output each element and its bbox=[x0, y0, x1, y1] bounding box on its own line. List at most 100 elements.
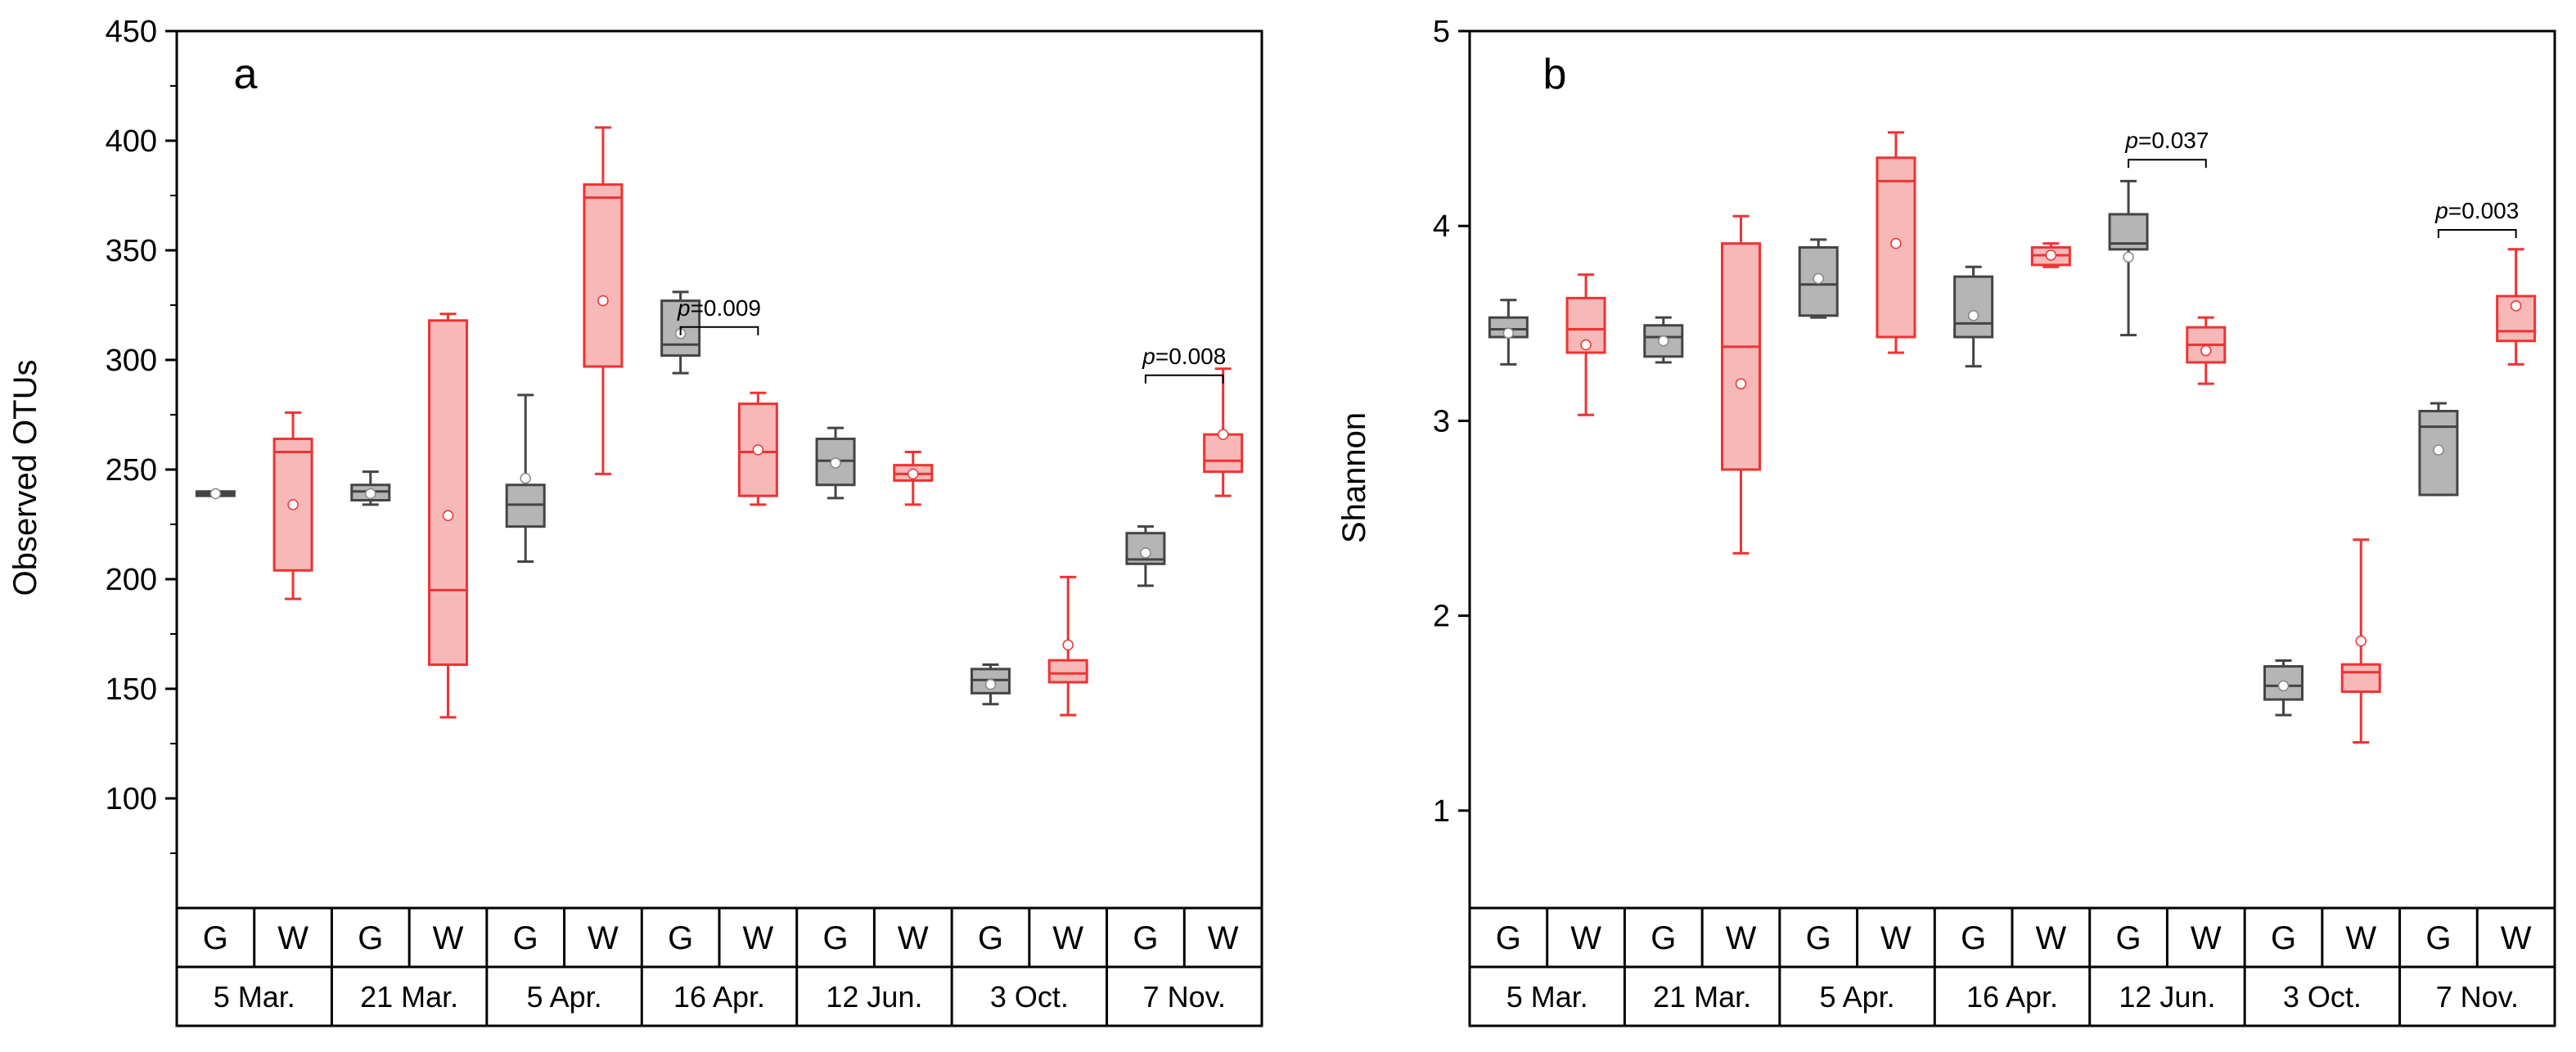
mean-marker bbox=[1580, 339, 1592, 351]
mean-marker bbox=[1890, 237, 1902, 250]
mean-marker bbox=[209, 488, 222, 500]
box-iqr bbox=[1953, 275, 1994, 339]
y-tick-label: 350 bbox=[106, 234, 157, 268]
date-label: 16 Apr. bbox=[673, 980, 765, 1014]
group-label: G bbox=[978, 920, 1003, 956]
group-label: W bbox=[898, 920, 929, 956]
mean-marker bbox=[830, 457, 841, 469]
mean-marker bbox=[287, 499, 299, 510]
box-W-12Jun bbox=[893, 451, 934, 506]
p-value-label: p=0.037 bbox=[2124, 128, 2209, 153]
box-iqr bbox=[1203, 433, 1244, 474]
group-label: W bbox=[588, 920, 619, 956]
mean-marker bbox=[907, 468, 919, 480]
box-W-21Mar bbox=[1721, 214, 1761, 555]
box-G-21Mar bbox=[350, 470, 391, 506]
significance-bracket bbox=[1144, 374, 1224, 384]
box-iqr bbox=[737, 402, 778, 497]
p-value-text: =0.003 bbox=[2448, 198, 2519, 223]
box-iqr bbox=[2263, 665, 2304, 701]
group-label: W bbox=[742, 920, 773, 956]
mean-marker bbox=[2510, 300, 2522, 312]
box-W-16Apr bbox=[2030, 242, 2071, 268]
box-W-7Nov bbox=[2496, 248, 2537, 366]
mean-marker bbox=[1967, 310, 1979, 321]
box-G-7Nov bbox=[2418, 402, 2459, 497]
box-iqr bbox=[1047, 659, 1088, 684]
group-label: W bbox=[2035, 920, 2066, 956]
box-W-21Mar bbox=[428, 312, 468, 719]
p-value-prefix: p bbox=[1142, 344, 1155, 369]
group-label: G bbox=[1806, 920, 1831, 956]
plot-frame bbox=[1468, 29, 2556, 1027]
group-label: W bbox=[2345, 920, 2376, 956]
mean-marker bbox=[520, 472, 531, 484]
date-label: 3 Oct. bbox=[990, 980, 1069, 1014]
panel-label: a bbox=[234, 51, 258, 98]
group-label: G bbox=[668, 920, 693, 956]
p-value-label: p=0.003 bbox=[2434, 198, 2519, 223]
significance-bracket bbox=[679, 326, 759, 335]
box-W-7Nov bbox=[1203, 367, 1244, 497]
mean-marker bbox=[1502, 327, 1515, 339]
mean-marker bbox=[2355, 635, 2367, 647]
group-label: G bbox=[358, 920, 383, 956]
y-tick-label: 3 bbox=[1433, 404, 1450, 438]
group-label: G bbox=[1133, 920, 1158, 956]
box-G-5Mar bbox=[1488, 299, 1529, 366]
box-G-12Jun bbox=[2108, 179, 2149, 337]
mean-marker bbox=[984, 678, 997, 690]
mean-marker bbox=[2200, 344, 2212, 357]
p-value-prefix: p bbox=[677, 295, 691, 321]
group-label: G bbox=[1651, 920, 1676, 956]
group-label: G bbox=[513, 920, 538, 956]
mean-marker bbox=[1217, 429, 1229, 440]
mean-marker bbox=[442, 510, 454, 522]
y-tick-label: 4 bbox=[1433, 209, 1450, 244]
group-label: G bbox=[823, 920, 849, 956]
y-tick-label: 5 bbox=[1433, 15, 1450, 49]
group-label: G bbox=[203, 920, 228, 956]
group-label: W bbox=[2191, 920, 2222, 956]
group-label: W bbox=[1880, 920, 1912, 956]
mean-marker bbox=[1658, 335, 1669, 347]
box-G-12Jun bbox=[815, 426, 856, 500]
mean-marker bbox=[1062, 639, 1074, 651]
p-value-label: p=0.008 bbox=[1142, 344, 1226, 369]
mean-marker bbox=[1813, 272, 1824, 285]
group-label: G bbox=[1961, 920, 1986, 956]
p-value-text: =0.037 bbox=[2138, 128, 2209, 153]
mean-marker bbox=[2433, 444, 2444, 456]
significance-bracket bbox=[2128, 159, 2207, 169]
y-tick-label: 1 bbox=[1433, 794, 1450, 829]
box-iqr bbox=[583, 183, 624, 368]
box-iqr bbox=[1876, 156, 1916, 339]
box-W-5Apr bbox=[1876, 131, 1916, 354]
y-tick-label: 250 bbox=[106, 453, 157, 488]
group-label: W bbox=[2501, 920, 2532, 956]
box-iqr bbox=[2340, 663, 2381, 694]
date-label: 12 Jun. bbox=[826, 980, 922, 1014]
p-value-text: =0.008 bbox=[1155, 344, 1226, 369]
box-G-3Oct bbox=[971, 663, 1011, 706]
group-label: G bbox=[2116, 920, 2141, 956]
date-label: 5 Mar. bbox=[1506, 980, 1588, 1014]
y-tick-label: 200 bbox=[106, 563, 157, 597]
box-W-3Oct bbox=[1047, 575, 1088, 717]
y-axis-label: Shannon bbox=[1336, 412, 1372, 543]
mean-marker bbox=[365, 488, 376, 500]
significance-bracket bbox=[2437, 228, 2517, 238]
date-label: 7 Nov. bbox=[2436, 980, 2519, 1014]
group-label: W bbox=[1052, 920, 1083, 956]
mean-marker bbox=[752, 444, 764, 456]
box-iqr bbox=[428, 319, 468, 667]
y-tick-label: 150 bbox=[106, 672, 157, 707]
box-W-12Jun bbox=[2186, 316, 2227, 385]
plot-frame bbox=[175, 29, 1263, 1027]
mean-marker bbox=[1735, 378, 1747, 389]
box-iqr bbox=[1721, 242, 1761, 471]
y-tick-label: 450 bbox=[106, 15, 157, 49]
p-value-prefix: p bbox=[2434, 198, 2448, 223]
date-label: 5 Apr. bbox=[1820, 980, 1895, 1014]
mean-marker bbox=[2045, 250, 2057, 261]
